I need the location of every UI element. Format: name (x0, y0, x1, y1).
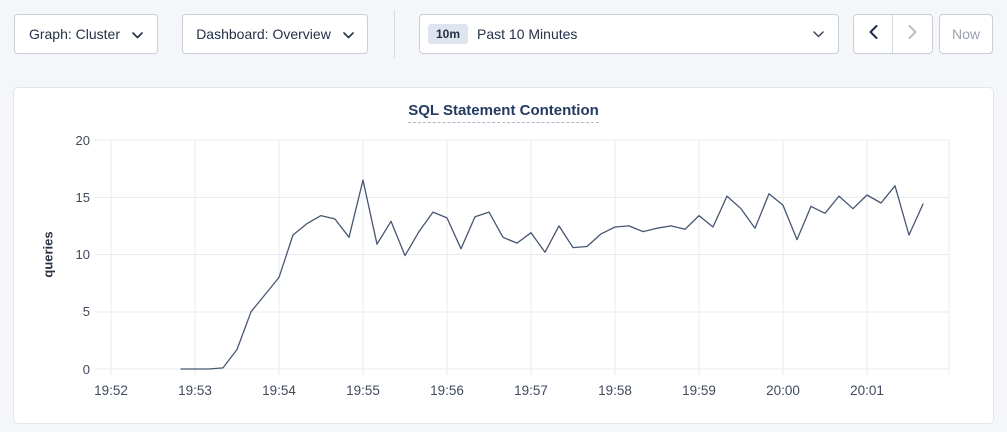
chevron-right-icon (908, 24, 917, 44)
next-time-window-button[interactable] (893, 15, 932, 53)
line-chart-plot-area[interactable] (95, 139, 950, 375)
y-axis-tick-label: 0 (82, 361, 90, 377)
toolbar-divider (394, 10, 395, 58)
series-line-queries (180, 179, 924, 370)
chart-title-row: SQL Statement Contention (14, 102, 993, 123)
y-axis-tick-label: 10 (75, 247, 90, 262)
chart-title[interactable]: SQL Statement Contention (408, 102, 599, 123)
chart-card: SQL Statement Contention queries 0 5 10 15 2… (13, 87, 994, 424)
now-button-label: Now (951, 26, 980, 42)
time-range-badge: 10m (428, 24, 469, 44)
chevron-down-icon (343, 26, 354, 42)
x-axis-tick-label: 20:01 (850, 383, 884, 398)
x-axis-tick-label: 19:57 (514, 383, 548, 398)
time-range-selector[interactable]: 10m Past 10 Minutes (419, 14, 839, 54)
time-step-buttons (853, 14, 933, 54)
chevron-down-icon (813, 25, 824, 43)
dashboard-dropdown-label: Dashboard: Overview (196, 26, 331, 42)
y-axis-tick-label: 15 (75, 189, 90, 205)
x-axis-tick-label: 19:59 (682, 383, 716, 398)
time-range-label: Past 10 Minutes (477, 26, 578, 42)
x-axis-tick-label: 20:00 (766, 383, 800, 398)
x-axis-tick-label: 19:54 (262, 383, 296, 398)
now-button[interactable]: Now (939, 14, 993, 54)
chevron-down-icon (132, 26, 143, 42)
y-axis-tick-label: 5 (82, 304, 90, 320)
previous-time-window-button[interactable] (854, 15, 893, 53)
x-axis-tick-label: 19:56 (430, 383, 464, 398)
dashboard-dropdown[interactable]: Dashboard: Overview (182, 14, 368, 54)
x-axis-tick-label: 19:55 (346, 383, 380, 398)
x-axis-tick-label: 19:58 (598, 383, 632, 398)
graph-dropdown-label: Graph: Cluster (28, 26, 121, 42)
x-axis-tick-label: 19:52 (94, 383, 128, 398)
chevron-left-icon (869, 24, 878, 44)
graph-dropdown[interactable]: Graph: Cluster (14, 14, 158, 54)
x-axis-tick-label: 19:53 (178, 383, 212, 398)
y-axis-tick-label: 20 (75, 132, 90, 148)
